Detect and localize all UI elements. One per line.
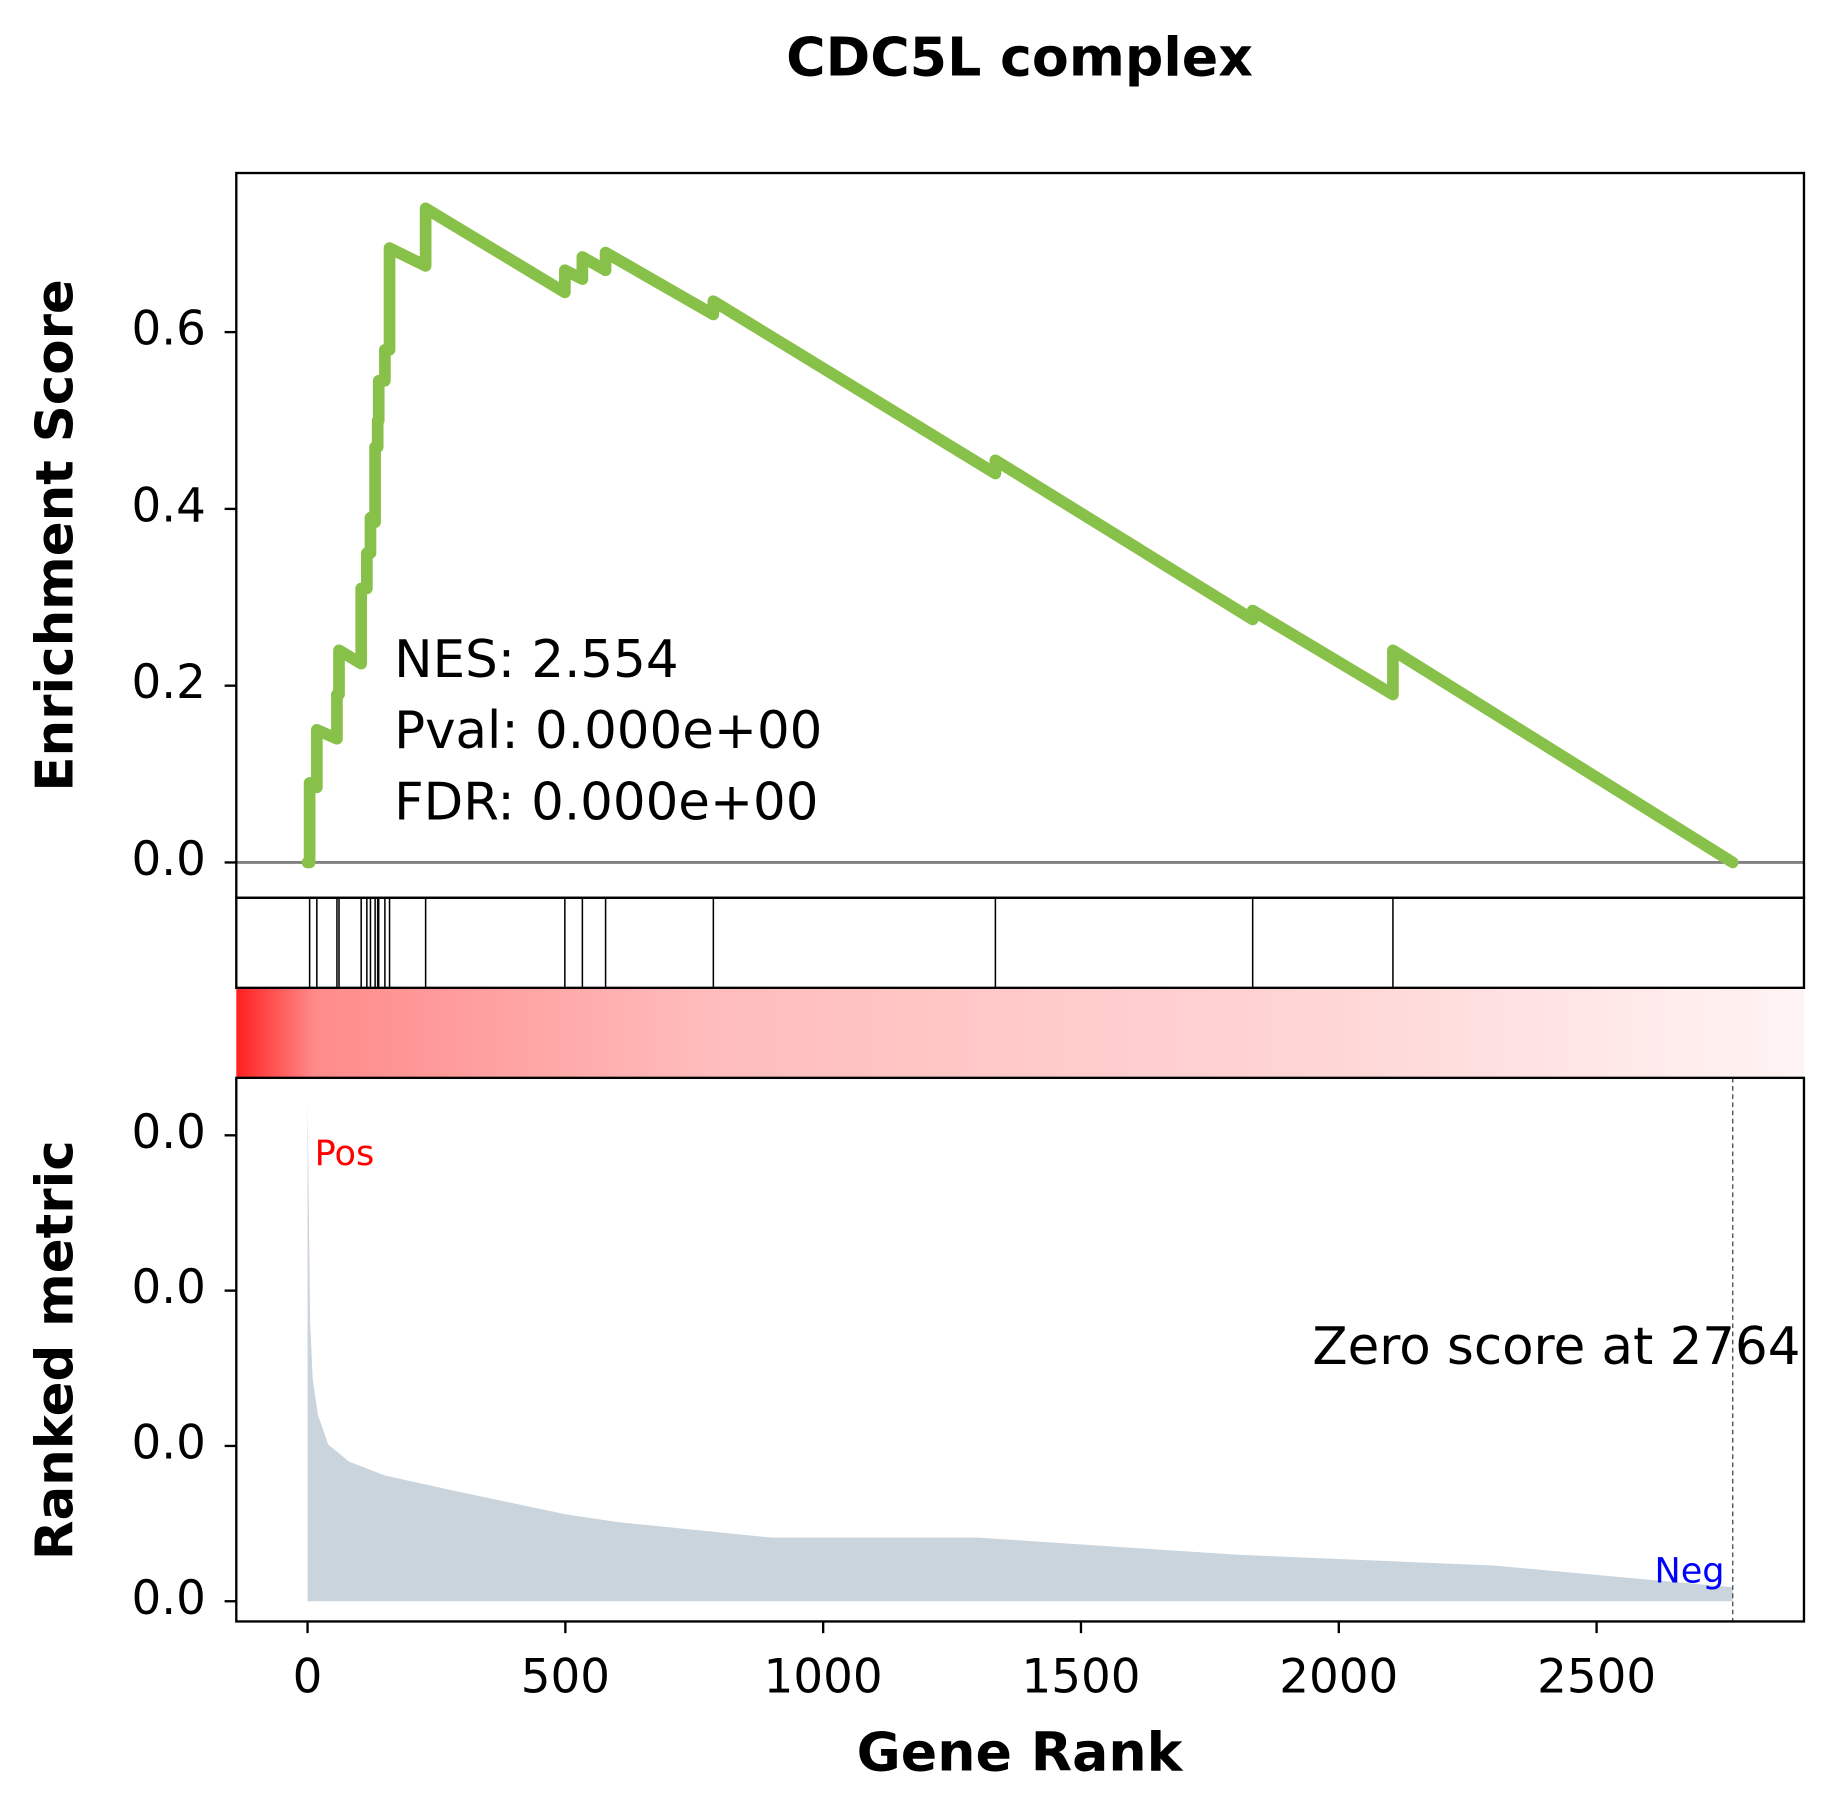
y-tick-label: 0.0 [132,1261,206,1315]
y-tick-label: 0.4 [132,479,206,533]
y-tick-label: 0.0 [132,1572,206,1626]
x-axis-label: Gene Rank [857,1721,1184,1784]
rank-colorbar [236,987,1804,1078]
metric-annotation: Pos [315,1133,375,1174]
metric-area [307,1101,1733,1602]
x-tick-label: 500 [521,1650,610,1704]
y-axis-label: Enrichment Score [26,279,86,791]
x-tick-label: 2000 [1279,1650,1398,1704]
y-tick-label: 0.0 [132,1416,206,1470]
y-tick-label: 0.6 [132,303,206,357]
stat-annotation: NES: 2.554 [394,630,678,690]
hits-frame [235,896,1806,990]
es-line [301,202,1739,869]
stat-annotation: Pval: 0.000e+00 [394,701,822,761]
y-tick-label: 0.0 [132,833,206,887]
y-tick-label: 0.0 [132,1106,206,1160]
stat-annotation: FDR: 0.000e+00 [394,772,818,832]
chart-title: CDC5L complex [786,25,1253,88]
x-tick-label: 1000 [764,1650,883,1704]
axes-frame [235,171,1806,899]
x-tick-label: 0 [293,1650,323,1704]
x-tick-label: 2500 [1537,1650,1656,1704]
metric-annotation: Zero score at 2764 [1312,1317,1800,1377]
axes-frame [235,1076,1806,1623]
y-tick-label: 0.2 [132,656,206,710]
metric-annotation: Neg [1654,1550,1724,1591]
y-axis-label: Ranked metric [26,1140,86,1560]
x-tick-label: 1500 [1021,1650,1140,1704]
